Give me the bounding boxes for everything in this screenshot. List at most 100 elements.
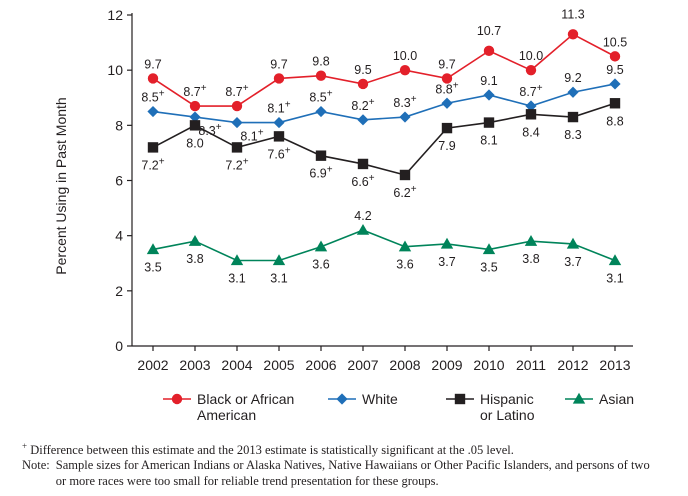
data-label-white: 8.7+ [519,83,542,99]
x-tick-label: 2006 [305,357,336,373]
data-label-black-or-african-american: 11.3 [561,7,584,21]
legend-label: or Latino [480,407,535,423]
data-label-white: 9.2 [564,71,581,85]
legend-label: American [197,407,256,423]
data-point-hispanic-or-latino [189,120,201,131]
series-line-white [152,83,616,124]
y-tick-label: 12 [107,7,123,23]
data-point-white [231,116,243,129]
data-point-white [399,111,411,123]
series-line-asian [152,229,616,262]
significance-marker: + [537,83,543,94]
data-point-black-or-african-american [483,45,495,57]
x-tick-label: 2011 [516,357,546,373]
x-tick-label: 2007 [347,357,378,373]
data-point-hispanic-or-latino [567,111,579,123]
significance-marker: + [411,94,417,105]
x-tick-label: 2009 [431,357,462,373]
data-label-hispanic-or-latino: 8.1 [480,134,497,148]
series-markers [146,29,622,266]
data-label-asian: 3.7 [564,255,581,269]
axes: 0 2 4 6 8 10 12 2002 2003 2004 2005 2006 2007 2008 200… [107,7,633,373]
significance-marker: + [243,156,249,167]
note-label: Note: [22,458,50,472]
data-point-hispanic-or-latino [273,131,285,142]
data-label-hispanic-or-latino: 7.2+ [225,156,248,172]
data-label-black-or-african-american: 10.7 [477,24,501,38]
data-label-asian: 3.1 [228,271,245,285]
data-point-black-or-african-american [567,29,579,40]
data-label-asian: 3.8 [186,252,203,266]
note-text: Sample sizes for American Indians or Ala… [55,458,650,488]
data-point-white [315,105,327,118]
data-label-hispanic-or-latino: 8.4 [522,125,539,139]
data-label-white: 8.2+ [351,97,374,113]
data-label-white: 9.1 [480,74,497,88]
x-tick-label: 2003 [179,357,210,373]
data-label-black-or-african-american: 9.5 [354,63,371,77]
data-point-hispanic-or-latino [399,169,411,181]
data-label-black-or-african-american: 9.7 [438,57,455,71]
data-point-asian [440,237,454,249]
significance-footnote: + Difference between this estimate and t… [22,438,514,458]
data-label-black-or-african-american: 9.8 [312,55,329,69]
data-point-black-or-african-american [273,73,285,84]
legend-label: Asian [599,391,634,407]
data-label-asian: 3.5 [480,260,497,274]
x-tick-label: 2005 [263,357,294,373]
data-label-white: 8.8+ [435,80,458,96]
data-point-white [147,105,159,118]
significance-text: Difference between this estimate and the… [30,443,514,458]
x-tick-label: 2002 [137,357,168,373]
data-label-asian: 4.2 [354,209,371,223]
data-point-asian [188,234,202,246]
data-point-black-or-african-american [609,51,621,62]
data-point-white [273,116,285,129]
x-tick-label: 2012 [557,357,588,373]
data-label-black-or-african-american: 8.7+ [183,83,206,99]
data-label-asian: 3.1 [606,271,623,285]
y-tick-label: 4 [115,228,123,244]
data-label-black-or-african-american: 9.7 [270,57,287,71]
data-point-asian [524,234,538,246]
data-label-hispanic-or-latino: 6.2+ [393,184,416,200]
significance-marker: + [216,122,222,133]
data-label-hispanic-or-latino: 7.2+ [141,156,164,172]
data-point-black-or-african-american [399,64,411,76]
legend-label: Hispanic [480,391,534,407]
data-label-white: 8.3+ [393,94,416,110]
significance-marker: + [411,184,417,195]
significance-marker: + [453,80,459,91]
data-point-asian [398,240,412,252]
y-axis-title-group: Percent Using in Past Month [53,97,69,274]
legend-item-asian: Asian [565,391,634,407]
legend-marker [171,393,183,405]
legend-label: White [362,391,398,407]
line-chart: 0 2 4 6 8 10 12 2002 2003 2004 2005 2006 2007 2008 200… [53,7,634,423]
y-tick-label: 6 [115,173,123,189]
significance-marker: + [243,83,249,94]
data-point-hispanic-or-latino [483,117,495,128]
data-point-black-or-african-american [357,78,369,90]
data-label-asian: 3.7 [438,255,455,269]
data-point-hispanic-or-latino [525,109,537,120]
data-label-asian: 3.6 [396,258,413,272]
series-line-black-or-african-american [152,33,616,107]
significance-symbol: + [22,441,28,451]
data-point-white [483,89,495,101]
data-label-white: 8.5+ [309,89,332,105]
x-tick-label: 2010 [473,357,504,373]
data-label-black-or-african-american: 10.0 [519,49,543,63]
y-tick-label: 0 [115,338,123,354]
series-line-hispanic-or-latino [152,102,616,176]
data-point-white [525,100,537,112]
legend-label: Black or African [197,391,294,407]
data-point-hispanic-or-latino [357,158,369,170]
sample-size-note: Note: Sample sizes for American Indians o… [22,457,662,489]
significance-marker: + [285,100,291,111]
data-point-hispanic-or-latino [231,142,243,153]
data-label-asian: 3.8 [522,252,539,266]
data-point-asian [314,240,328,252]
